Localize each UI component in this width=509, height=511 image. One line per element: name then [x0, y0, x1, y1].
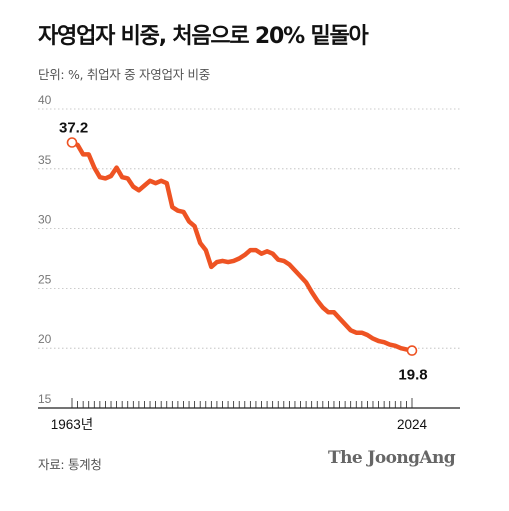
y-tick-label-30: 30	[38, 213, 52, 227]
y-tick-label-20: 20	[38, 332, 52, 346]
data-label-1963: 37.2	[59, 119, 88, 136]
y-tick-label-35: 35	[38, 153, 52, 167]
y-tick-label-25: 25	[38, 272, 52, 286]
x-tick-label-2024: 2024	[397, 417, 428, 432]
chart-title: 자영업자 비중, 처음으로 20% 밑돌아	[38, 24, 369, 49]
y-tick-label-15: 15	[38, 392, 52, 406]
brand-logo: The JoongAng	[328, 448, 456, 468]
series-line	[69, 140, 415, 353]
x-tick-label-1963: 1963년	[51, 417, 93, 432]
y-tick-label-40: 40	[38, 93, 52, 107]
data-point-2024	[406, 345, 418, 356]
data-point-1963	[66, 137, 78, 148]
data-label-2024: 19.8	[398, 367, 427, 384]
chart-subtitle: 단위: %, 취업자 중 자영업자 비중	[38, 67, 210, 82]
source-note: 자료: 통계청	[38, 457, 102, 472]
